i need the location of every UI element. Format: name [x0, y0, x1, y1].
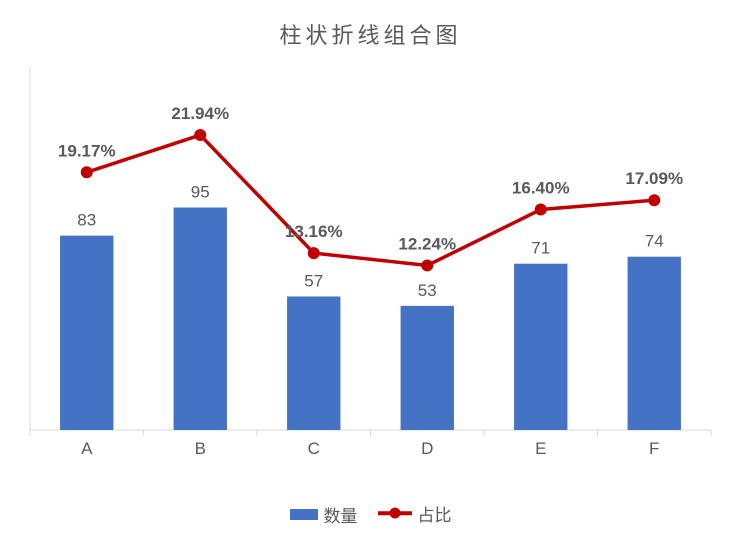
line-value-label: 21.94% — [171, 104, 229, 123]
bar-value-label: 74 — [645, 232, 664, 251]
line-value-label: 13.16% — [285, 222, 343, 241]
combo-chart: 柱状折线组合图 A B C D E F 83 95 57 53 71 74 19.17% 21.94% 13… — [0, 0, 741, 537]
plot-area: A B C D E F 83 95 57 53 71 74 19.17% 21.94% 13.16% 12.2… — [28, 65, 713, 460]
line-marker — [536, 205, 546, 215]
category-label: C — [308, 439, 320, 458]
line-value-label: 19.17% — [58, 141, 116, 160]
legend-label: 占比 — [418, 501, 452, 526]
category-label: D — [421, 439, 433, 458]
legend-item-bar: 数量 — [290, 502, 358, 527]
line-series — [87, 135, 655, 265]
bar-value-label: 83 — [77, 211, 96, 230]
category-label: E — [535, 439, 546, 458]
bar — [514, 264, 567, 430]
bar-value-label: 57 — [304, 272, 323, 291]
line-marker — [82, 167, 92, 177]
bar — [401, 306, 454, 430]
bar — [174, 208, 227, 430]
bar-value-label: 95 — [191, 183, 210, 202]
bar — [628, 257, 681, 430]
line-marker — [649, 195, 659, 205]
bar — [60, 236, 113, 430]
chart-title: 柱状折线组合图 — [0, 18, 741, 50]
bar — [287, 297, 340, 430]
legend-swatch-line — [378, 506, 412, 520]
line-marker — [309, 248, 319, 258]
bar-value-label: 53 — [418, 281, 437, 300]
category-label: B — [195, 439, 206, 458]
line-value-label: 17.09% — [625, 169, 683, 188]
legend-item-line: 占比 — [378, 501, 452, 526]
bar-value-label: 71 — [531, 239, 550, 258]
legend: 数量 占比 — [0, 501, 741, 528]
legend-swatch-bar — [290, 509, 318, 520]
legend-label: 数量 — [324, 502, 358, 527]
line-marker — [422, 260, 432, 270]
category-label: F — [649, 439, 659, 458]
line-value-label: 12.24% — [398, 234, 456, 253]
category-label: A — [81, 439, 93, 458]
line-value-label: 16.40% — [512, 179, 570, 198]
line-marker — [195, 130, 205, 140]
